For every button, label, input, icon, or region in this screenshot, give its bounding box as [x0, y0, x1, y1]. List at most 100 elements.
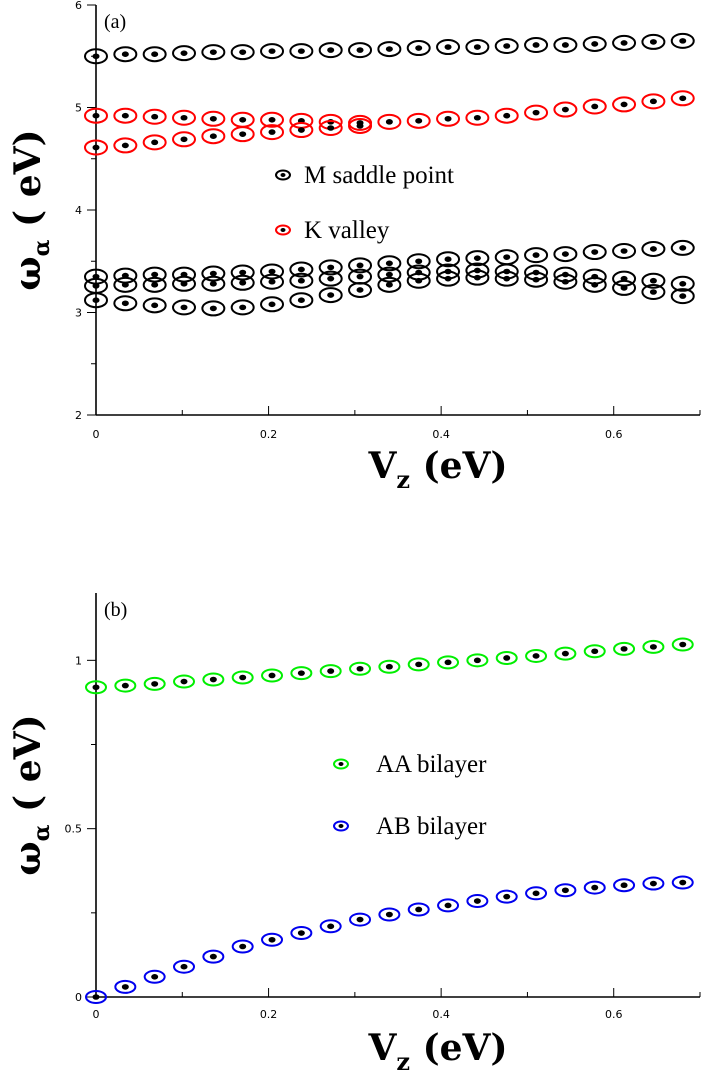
panel-a-point-ring [260, 43, 285, 60]
panel-b-point-dot [92, 684, 100, 691]
panel-b-point-dot [327, 668, 335, 674]
panel-a-point-ring [289, 122, 314, 139]
panel-b-x-tick-label: 0.4 [432, 1008, 450, 1021]
panel-a-y-tick-label: 2 [75, 409, 82, 422]
panel-a-point-ring [582, 35, 607, 52]
panel-a-point-dot [180, 281, 188, 287]
panel-a-point-ring [348, 117, 373, 134]
panel-b-legend-marker [333, 758, 349, 770]
panel-a-point-ring [465, 269, 490, 286]
panel-a-point-ring [318, 259, 343, 276]
panel-a-point-ring [348, 257, 373, 274]
panel-a-point-dot [268, 278, 276, 285]
panel-a-point-ring [377, 113, 402, 130]
panel-a-point-dot [561, 278, 569, 285]
panel-a-point-dot [503, 254, 511, 260]
panel-a-point-ring [670, 275, 695, 292]
panel-a-point-dot [151, 51, 159, 57]
panel-a-point-ring [553, 101, 578, 118]
panel-a-y-tick-label: 3 [75, 307, 82, 320]
panel-a-point-ring [230, 126, 255, 143]
panel-a-point-dot [151, 139, 159, 146]
panel-a-point-ring [436, 39, 461, 56]
panel-b-point-dot [209, 953, 217, 960]
panel-b-point-ring [378, 907, 401, 922]
panel-a-legend-marker-dot [280, 228, 286, 232]
panel-a-point-ring [172, 131, 197, 148]
panel-a-point-dot [385, 260, 393, 267]
panel-b-point-dot [503, 893, 511, 900]
panel-a-point-ring [524, 36, 549, 53]
panel-a-point-dot [591, 282, 599, 288]
panel-a-point-ring [260, 273, 285, 290]
panel-a-point-ring [641, 33, 666, 50]
panel-a-point-dot [92, 283, 100, 289]
panel-a-point-ring [201, 265, 226, 282]
panel-b-point-dot [649, 644, 657, 650]
panel-a-point-dot [620, 285, 628, 291]
panel-b-point-ring [407, 657, 430, 672]
panel-b-point-ring [173, 959, 196, 974]
panel-a-point-dot [92, 112, 100, 119]
panel-b-point-dot [620, 882, 628, 889]
panel-a-point-ring [377, 41, 402, 58]
panel-a-point-ring [582, 98, 607, 115]
panel-b-legend-marker [333, 820, 349, 832]
panel-b-point-dot [151, 681, 159, 687]
panel-a-series-1 [84, 239, 695, 285]
panel-b-point-dot [561, 650, 569, 657]
panel-a-point-dot [473, 274, 481, 281]
panel-a-point-ring [612, 96, 637, 113]
panel-a-point-ring [494, 270, 519, 287]
panel-b-point-dot [591, 884, 599, 891]
panel-a-point-dot [385, 271, 393, 278]
panel-a-point-ring [641, 284, 666, 300]
panel-b-point-ring [466, 894, 489, 909]
panel-b-point-ring [290, 666, 313, 681]
panel-a-point-dot [649, 98, 657, 105]
panel-b-point-dot [297, 670, 305, 676]
panel-a-point-dot [209, 305, 217, 312]
panel-a-point-dot [444, 275, 452, 282]
panel-a-point-dot [561, 251, 569, 257]
panel-b-legend-label: AB bilayer [376, 813, 487, 840]
panel-a-point-dot [121, 300, 129, 307]
panel-a-point-ring [260, 296, 285, 313]
panel-b-point-dot [503, 655, 511, 661]
panel-a-point-ring [494, 107, 519, 124]
panel-a-point-ring [113, 137, 138, 154]
panel-a-point-dot [356, 262, 364, 269]
panel-b-point-ring [114, 979, 137, 994]
panel-a-point-ring [113, 107, 138, 124]
panel-a-point-dot [209, 281, 217, 287]
panel-b-point-dot [385, 663, 393, 670]
panel-a-point-dot [297, 277, 305, 284]
panel-a-point-dot [121, 282, 129, 288]
panel-a-point-ring [436, 270, 461, 287]
panel-a-point-dot [679, 95, 687, 102]
panel-a-point-ring [377, 255, 402, 272]
panel-a-y-tick-label: 5 [75, 102, 82, 115]
panel-a-point-ring [172, 275, 197, 292]
panel-b-legend-label: AA bilayer [376, 751, 487, 778]
panel-b-point-dot [591, 648, 599, 655]
panel-a-x-tick-label: 0.4 [432, 428, 450, 441]
panel-b-y-tick-label: 0.5 [65, 823, 83, 836]
panel-b-legend-marker-dot [338, 762, 344, 766]
panel-a-y-tick-label: 6 [75, 0, 82, 12]
panel-a-point-ring [524, 104, 549, 121]
panel-b-chart: 0 0.2 0.4 0.6 0 0.5 1 (b) AA bilayer AB bilayer Vz… [7, 593, 701, 1076]
panel-a-point-ring [142, 276, 167, 293]
panel-a-point-ring [142, 134, 167, 151]
panel-a-point-dot [121, 142, 129, 149]
panel-a-point-dot [180, 50, 188, 56]
panel-b-y-tick-label: 0 [75, 991, 82, 1004]
panel-a-point-dot [649, 289, 657, 295]
panel-b-point-dot [561, 887, 569, 894]
panel-a-point-ring [201, 128, 226, 145]
panel-b-point-dot [239, 943, 247, 950]
panel-a-point-ring [142, 46, 167, 63]
panel-b-point-ring [642, 639, 665, 654]
panel-a-point-dot [503, 275, 511, 282]
panel-b-point-ring [495, 889, 518, 904]
